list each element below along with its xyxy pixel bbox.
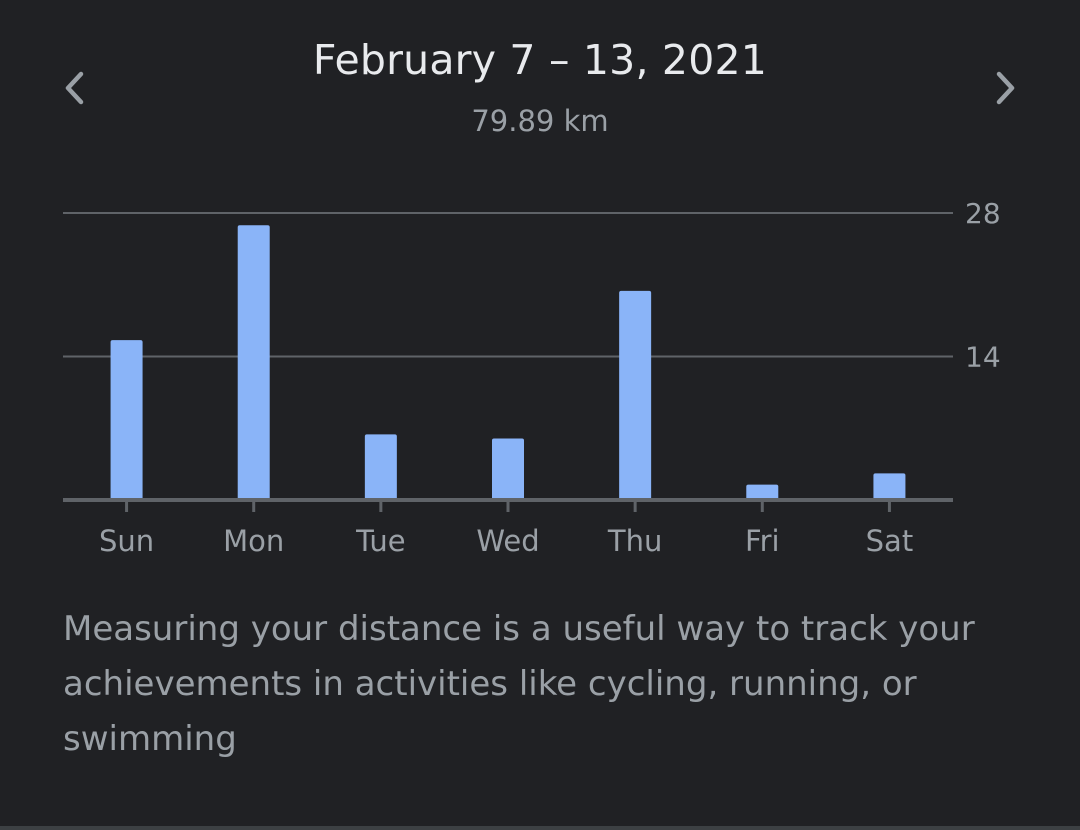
next-week-button[interactable] <box>980 62 1032 114</box>
x-tick-label: Fri <box>745 524 780 558</box>
y-tick-label: 14 <box>965 341 1001 374</box>
bar <box>237 225 270 501</box>
x-tick-label: Sun <box>99 524 154 558</box>
total-distance: 79.89 km <box>471 104 609 138</box>
chevron-left-icon <box>65 71 84 105</box>
x-tick-label: Mon <box>223 524 284 558</box>
chevron-right-icon <box>996 71 1015 105</box>
bar <box>110 340 143 500</box>
x-tick-label: Sat <box>866 524 914 558</box>
x-tick-label: Tue <box>355 524 406 558</box>
bottom-divider <box>0 826 1080 830</box>
bar <box>873 473 906 500</box>
bar <box>746 484 779 500</box>
y-tick-label: 28 <box>965 197 1001 230</box>
date-range-title: February 7 – 13, 2021 <box>312 36 768 84</box>
previous-week-button[interactable] <box>48 62 100 114</box>
x-tick-label: Wed <box>476 524 539 558</box>
bar <box>619 290 652 500</box>
x-tick-label: Thu <box>607 524 662 558</box>
daily-distance-chart: 14 28 Sun Mon Tue Wed Thu Fri Sat <box>63 197 1001 558</box>
bar <box>492 438 524 500</box>
description-text: Measuring your distance is a useful way … <box>63 609 975 759</box>
bar <box>364 434 397 500</box>
